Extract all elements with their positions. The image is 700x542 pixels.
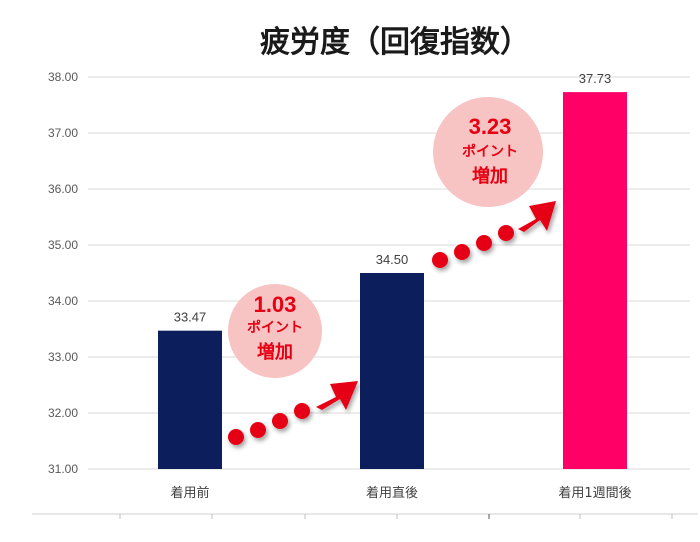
bar-layer [158, 92, 627, 470]
annotation-2-bubble [433, 97, 543, 207]
chart-title: 疲労度（回復指数） [260, 25, 530, 60]
bottom-frame [32, 513, 698, 519]
annotation-2: 3.23 ポイント 増加 [432, 97, 556, 268]
annotation-1-bubble [228, 284, 322, 378]
annotation-1: 1.03 ポイント 増加 [228, 284, 358, 445]
y-tick-label: 38.00 [48, 70, 78, 84]
arrow-2-icon [432, 201, 556, 268]
y-tick-label: 35.00 [48, 238, 78, 252]
y-tick-label: 34.00 [48, 294, 78, 308]
annotation-2-value: 3.23 [469, 114, 512, 139]
bar [563, 92, 627, 470]
bar [158, 330, 222, 469]
y-tick-label: 31.00 [48, 462, 78, 476]
annotation-1-value: 1.03 [254, 292, 297, 317]
y-tick-label: 36.00 [48, 182, 78, 196]
data-label: 34.50 [376, 252, 409, 267]
y-tick-label: 33.00 [48, 350, 78, 364]
arrow-1-icon [228, 381, 358, 445]
x-tick-label: 着用直後 [366, 485, 418, 501]
annotation-2-unit: ポイント [462, 143, 518, 160]
annotation-1-unit: ポイント [247, 319, 303, 336]
data-label: 37.73 [579, 71, 612, 86]
y-tick-label: 32.00 [48, 406, 78, 420]
x-tick-label: 着用1週間後 [558, 485, 631, 501]
data-label: 33.47 [174, 310, 207, 325]
annotation-1-text: 増加 [257, 341, 293, 363]
x-tick-label: 着用前 [170, 485, 209, 501]
label-layer: 31.00 32.00 33.00 34.00 35.00 36.00 37.00 38.00… [48, 70, 632, 501]
y-tick-label: 37.00 [48, 126, 78, 140]
annotation-2-text: 増加 [472, 165, 508, 187]
bar [360, 273, 424, 469]
